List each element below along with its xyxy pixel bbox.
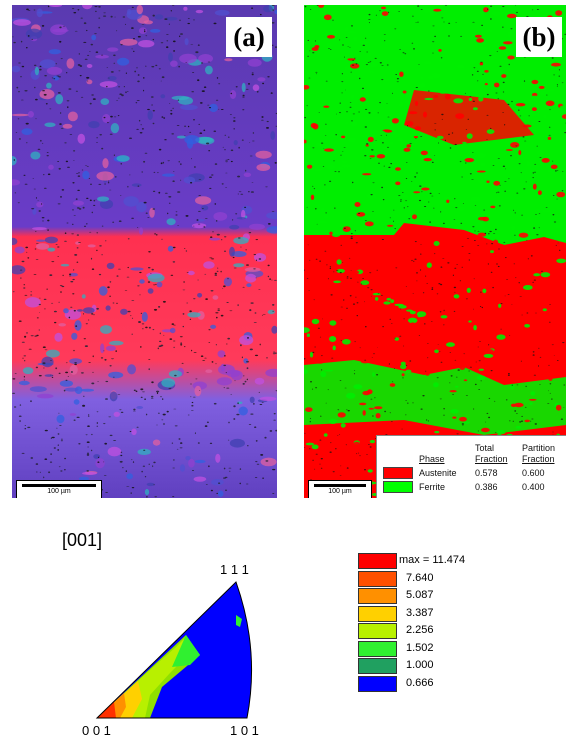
- scale-bar-line: [22, 484, 96, 487]
- legend-phase-header: Phase: [419, 454, 445, 464]
- colorbar-level-label: 1.502: [406, 641, 434, 654]
- colorbar-level-swatch: [358, 570, 397, 587]
- panel-b-scale-bar: 100 µm: [308, 480, 372, 498]
- pole-figure-direction: [001]: [62, 530, 103, 550]
- colorbar-level-swatch: [358, 553, 397, 569]
- colorbar-level-label: 1.000: [406, 659, 434, 671]
- legend-partition-header-2: Fraction: [522, 454, 555, 464]
- phase-legend: Total Fraction Partition Fraction Phase …: [376, 435, 566, 498]
- legend-row-name: Austenite: [419, 468, 457, 478]
- ipf-map-image: [12, 5, 277, 498]
- colorbar-level-swatch: [358, 605, 397, 622]
- colorbar-level-label: max = 11.474: [399, 554, 466, 566]
- legend-partition-header-1: Partition: [522, 443, 556, 453]
- scale-bar-text: 100 µm: [47, 488, 71, 495]
- legend-total-header-1: Total: [475, 443, 495, 453]
- colorbar-level-label: 7.640: [406, 571, 434, 584]
- pole-figure-corner-top: 1 1 1: [220, 562, 249, 577]
- pole-figure-corner-left: 0 0 1: [82, 723, 111, 738]
- pole-figure-corner-right: 1 0 1: [230, 723, 259, 738]
- legend-row-name: Ferrite: [419, 482, 446, 492]
- phase-map-image: [304, 5, 566, 498]
- colorbar-level-swatch: [358, 623, 397, 639]
- colorbar-level-label: 0.666: [406, 676, 434, 689]
- panel-a-label: (a): [226, 17, 272, 57]
- colorbar-level-swatch: [358, 640, 397, 657]
- legend-row-total: 0.578: [475, 468, 498, 478]
- legend-total-header-2: Fraction: [475, 454, 508, 464]
- legend-row-total: 0.386: [475, 482, 498, 492]
- colorbar-level-label: 5.087: [406, 589, 434, 601]
- legend-row-partition: 0.600: [522, 468, 545, 478]
- panel-b-label: (b): [516, 17, 562, 57]
- austenite-swatch: [383, 467, 413, 479]
- colorbar-level-label: 3.387: [406, 606, 434, 619]
- panel-a-ipf-map: (a) 100 µm: [12, 5, 277, 498]
- colorbar-level-swatch: [358, 588, 397, 604]
- colorbar-level-swatch: [358, 675, 397, 692]
- panel-a-scale-bar: 100 µm: [16, 480, 102, 498]
- inverse-pole-figure: [95, 581, 253, 719]
- panel-b-phase-map: (b) 100 µm Total Fraction Partition Frac…: [304, 5, 566, 498]
- scale-bar-line: [314, 484, 366, 487]
- legend-row-partition: 0.400: [522, 482, 545, 492]
- colorbar-level-label: 2.256: [406, 624, 434, 636]
- scale-bar-text: 100 µm: [328, 488, 352, 495]
- colorbar-level-swatch: [358, 658, 397, 674]
- ferrite-swatch: [383, 481, 413, 493]
